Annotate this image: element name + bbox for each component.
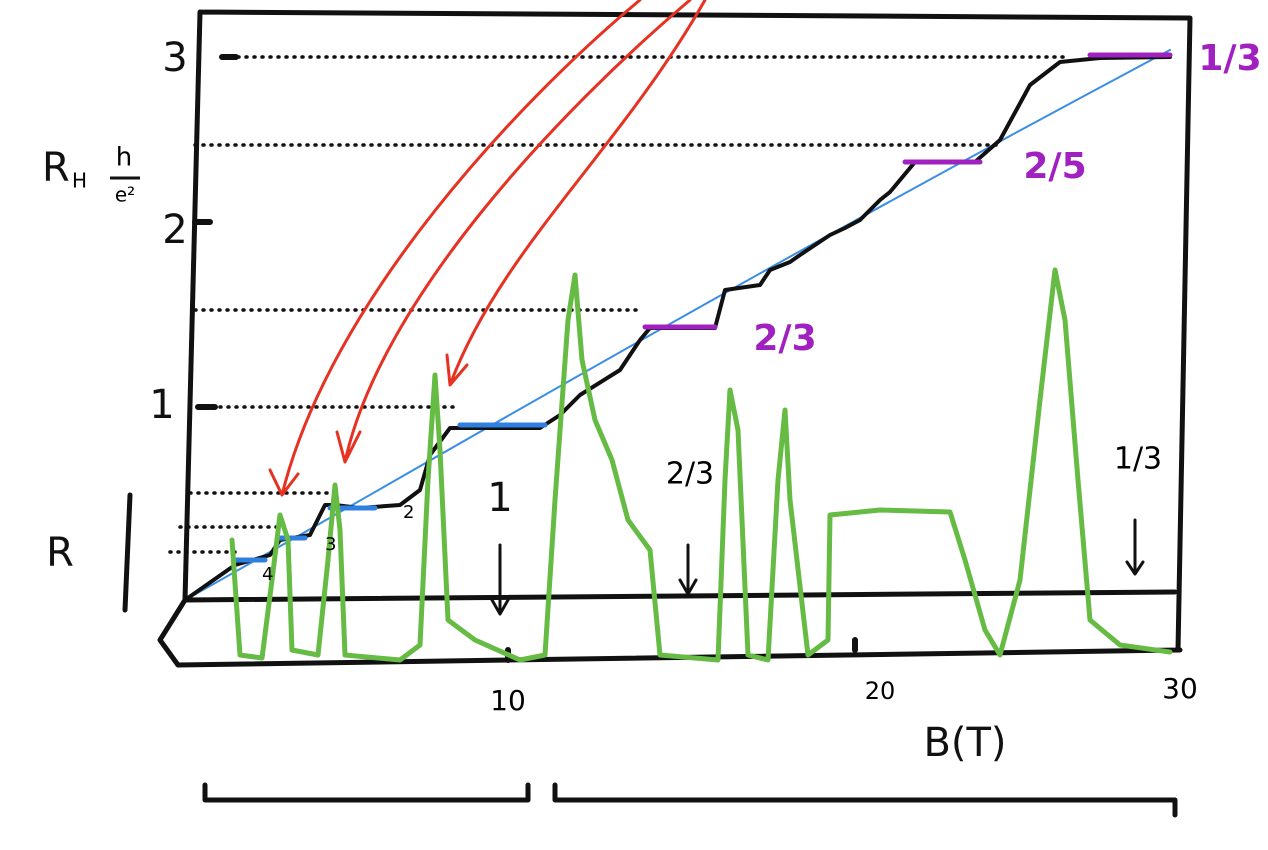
x-label: B(T) — [923, 720, 1006, 766]
y-label: R — [42, 145, 70, 191]
plateau-label: 4 — [262, 564, 273, 585]
y-tick: 3 — [162, 35, 187, 81]
x-tick: 10 — [490, 684, 526, 717]
x-tick: 30 — [1162, 672, 1198, 705]
sketch: R H h e² 1 2 3 R 10 20 30 B(T) 1/3 2/5 2… — [0, 0, 1268, 850]
plateau-label: 1/3 — [1198, 38, 1261, 79]
arrows — [270, 0, 705, 495]
plateau-label: 3 — [325, 534, 336, 555]
brackets — [205, 785, 1175, 815]
resistance-label: 1 — [487, 475, 512, 521]
plateau-label: 2/5 — [1023, 146, 1086, 187]
y-unit-den: e² — [115, 183, 135, 207]
plateau-label: 2/3 — [753, 318, 816, 359]
resistance-label: 1/3 — [1114, 442, 1162, 477]
resistance-label: 2/3 — [666, 457, 714, 492]
x-tick: 20 — [865, 677, 896, 705]
y-label-sub: H — [72, 169, 87, 193]
frame — [125, 12, 1190, 665]
r-label: R — [46, 530, 74, 576]
plateau-label: 2 — [403, 502, 414, 523]
indicator-arrows — [492, 520, 1143, 614]
y-tick: 2 — [162, 207, 187, 253]
y-unit-num: h — [116, 143, 132, 173]
y-tick: 1 — [149, 382, 174, 428]
